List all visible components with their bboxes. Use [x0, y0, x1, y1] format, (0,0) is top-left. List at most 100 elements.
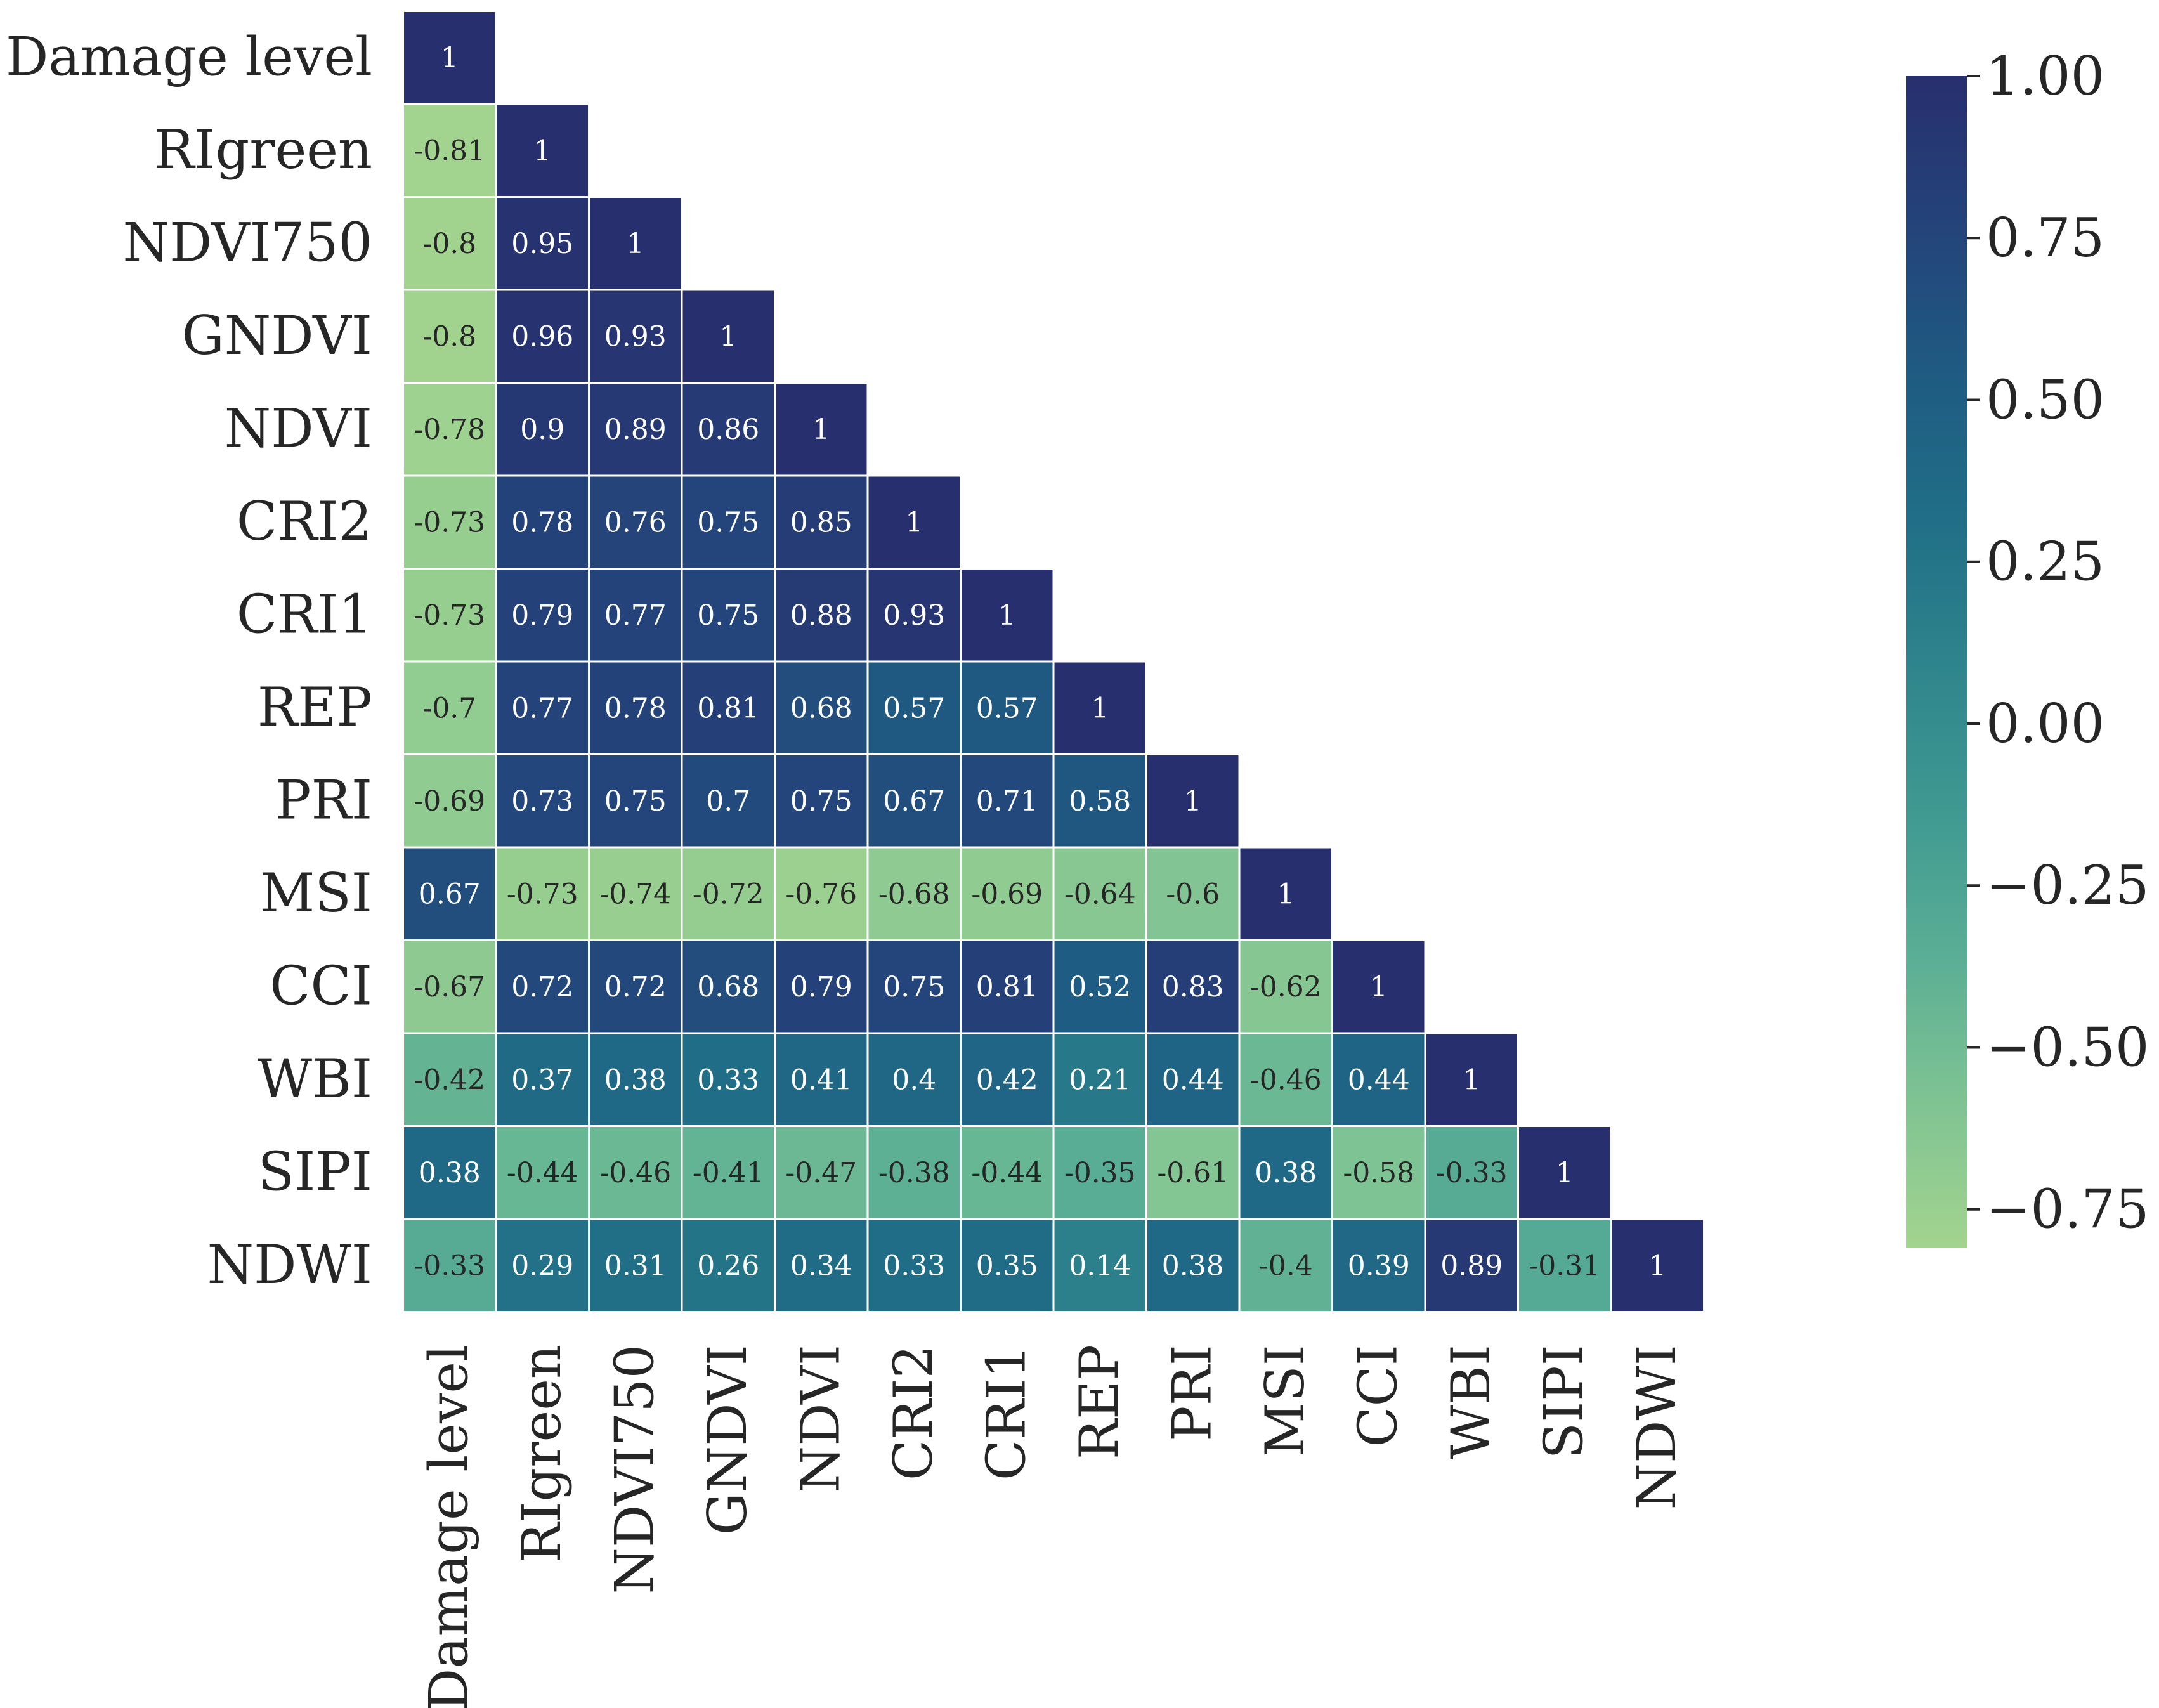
cell-value-label: 0.57 [883, 692, 945, 724]
heatmap-cell [497, 384, 588, 475]
row-label: RIgreen [154, 119, 372, 181]
heatmap-cell [682, 290, 774, 382]
row-label: CRI2 [237, 490, 372, 552]
heatmap-cell [404, 476, 495, 568]
cell-value-label: 0.38 [1162, 1249, 1224, 1282]
cell-value-label: 0.9 [520, 414, 564, 446]
cell-value-label: -0.8 [422, 320, 476, 353]
heatmap-cell [776, 384, 867, 475]
heatmap-cell [1240, 941, 1331, 1033]
column-label: NDWI [1626, 1345, 1688, 1509]
row-label: NDWI [207, 1234, 372, 1296]
cell-value-label: -0.62 [1250, 971, 1322, 1003]
cell-value-label: -0.64 [1064, 878, 1136, 910]
heatmap-cell [962, 755, 1053, 847]
cell-value-label: 1 [812, 414, 830, 446]
heatmap-cell [1054, 755, 1145, 847]
heatmap-cell [497, 570, 588, 661]
row-label: PRI [275, 769, 372, 831]
row-label: NDVI750 [122, 211, 372, 273]
cell-value-label: 0.21 [1069, 1064, 1131, 1096]
colorbar-tick-label: −0.75 [1986, 1178, 2149, 1241]
heatmap-cell [404, 941, 495, 1033]
heatmap-cell [404, 755, 495, 847]
cell-value-label: -0.69 [971, 878, 1043, 910]
heatmap-cell [868, 755, 960, 847]
cell-value-label: 0.31 [604, 1249, 667, 1282]
heatmap-cell [497, 1127, 588, 1218]
cell-value-label: 0.67 [883, 785, 945, 818]
heatmap-cell [497, 1034, 588, 1125]
heatmap-cell [682, 1034, 774, 1125]
heatmap-cell [590, 1127, 681, 1218]
column-label: GNDVI [696, 1345, 759, 1535]
heatmap-cell [962, 662, 1053, 753]
heatmap-cell [590, 570, 681, 661]
heatmap-cell [962, 1034, 1053, 1125]
heatmap-cell [1054, 848, 1145, 939]
cell-value-label: 0.76 [604, 506, 667, 538]
heatmap-cell [1612, 1220, 1703, 1311]
heatmap-cell [1147, 941, 1239, 1033]
heatmap-cell [682, 1127, 774, 1218]
heatmap-cell [1147, 1220, 1239, 1311]
colorbar-tick-label: −0.25 [1986, 854, 2149, 916]
cell-value-label: 0.93 [604, 320, 667, 353]
heatmap-cell [1240, 1127, 1331, 1218]
heatmap-cell [776, 476, 867, 568]
cell-value-label: 0.86 [697, 414, 759, 446]
heatmap-cell [776, 1127, 867, 1218]
heatmap-cell [590, 941, 681, 1033]
cell-value-label: 0.89 [604, 414, 667, 446]
column-label: Damage level [417, 1345, 479, 1708]
heatmap-cell [868, 848, 960, 939]
cell-value-label: -0.46 [599, 1157, 671, 1189]
cell-value-label: -0.41 [693, 1157, 764, 1189]
cell-value-label: 0.83 [1162, 971, 1224, 1003]
heatmap-cell [497, 848, 588, 939]
cell-value-label: -0.6 [1166, 878, 1220, 910]
cell-value-label: 1 [1556, 1157, 1574, 1189]
cell-value-label: 0.78 [511, 506, 573, 538]
heatmap-cell [1240, 1220, 1331, 1311]
heatmap-cell [497, 290, 588, 382]
cell-value-label: 0.72 [604, 971, 667, 1003]
cell-value-label: 0.7 [706, 785, 750, 818]
heatmap-cell [868, 1127, 960, 1218]
cell-value-label: 0.72 [511, 971, 573, 1003]
heatmap-cell [962, 1220, 1053, 1311]
heatmap-cell [590, 848, 681, 939]
heatmap-cell [962, 1127, 1053, 1218]
cell-value-label: 1 [1277, 878, 1295, 910]
cell-value-label: -0.73 [507, 878, 578, 910]
heatmap-cell [1333, 1220, 1425, 1311]
heatmap-cell [776, 848, 867, 939]
cell-value-label: -0.74 [599, 878, 671, 910]
cell-value-label: -0.69 [414, 785, 485, 818]
heatmap-cell [404, 12, 495, 103]
cell-value-label: -0.31 [1529, 1249, 1600, 1282]
heatmap-cell [1240, 1034, 1331, 1125]
cell-value-label: 0.88 [790, 599, 852, 632]
cell-value-label: 0.26 [697, 1249, 759, 1282]
cell-value-label: 1 [1091, 692, 1109, 724]
heatmap-cell [1426, 1034, 1517, 1125]
cell-value-label: -0.81 [414, 134, 485, 167]
heatmap-cell [682, 662, 774, 753]
heatmap-cell [497, 476, 588, 568]
row-label: CCI [270, 955, 372, 1017]
cell-value-label: 0.42 [976, 1064, 1038, 1096]
colorbar-tick-label: 0.50 [1986, 368, 2104, 431]
heatmap-cell [404, 570, 495, 661]
heatmap-cell [682, 476, 774, 568]
cell-value-label: -0.46 [1250, 1064, 1322, 1096]
heatmap-cell [1147, 755, 1239, 847]
heatmap-cell [404, 198, 495, 289]
colorbar-tick-label: 0.25 [1986, 531, 2104, 593]
cell-value-label: -0.33 [1436, 1157, 1508, 1189]
heatmap-cell [868, 570, 960, 661]
cell-value-label: 0.29 [511, 1249, 573, 1282]
cell-value-label: 1 [998, 599, 1016, 632]
row-label: GNDVI [182, 304, 372, 367]
heatmap-cell [868, 476, 960, 568]
